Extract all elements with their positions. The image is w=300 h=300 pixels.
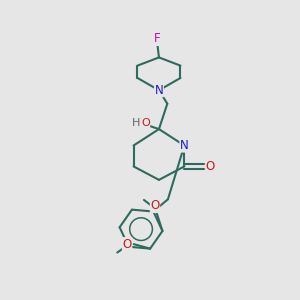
Text: F: F [154,32,161,45]
Text: O: O [150,200,160,212]
Text: O: O [122,238,132,250]
Text: O: O [141,118,150,128]
Text: H: H [131,118,140,128]
Text: O: O [206,160,215,173]
Text: N: N [180,139,189,152]
Text: N: N [154,84,163,97]
